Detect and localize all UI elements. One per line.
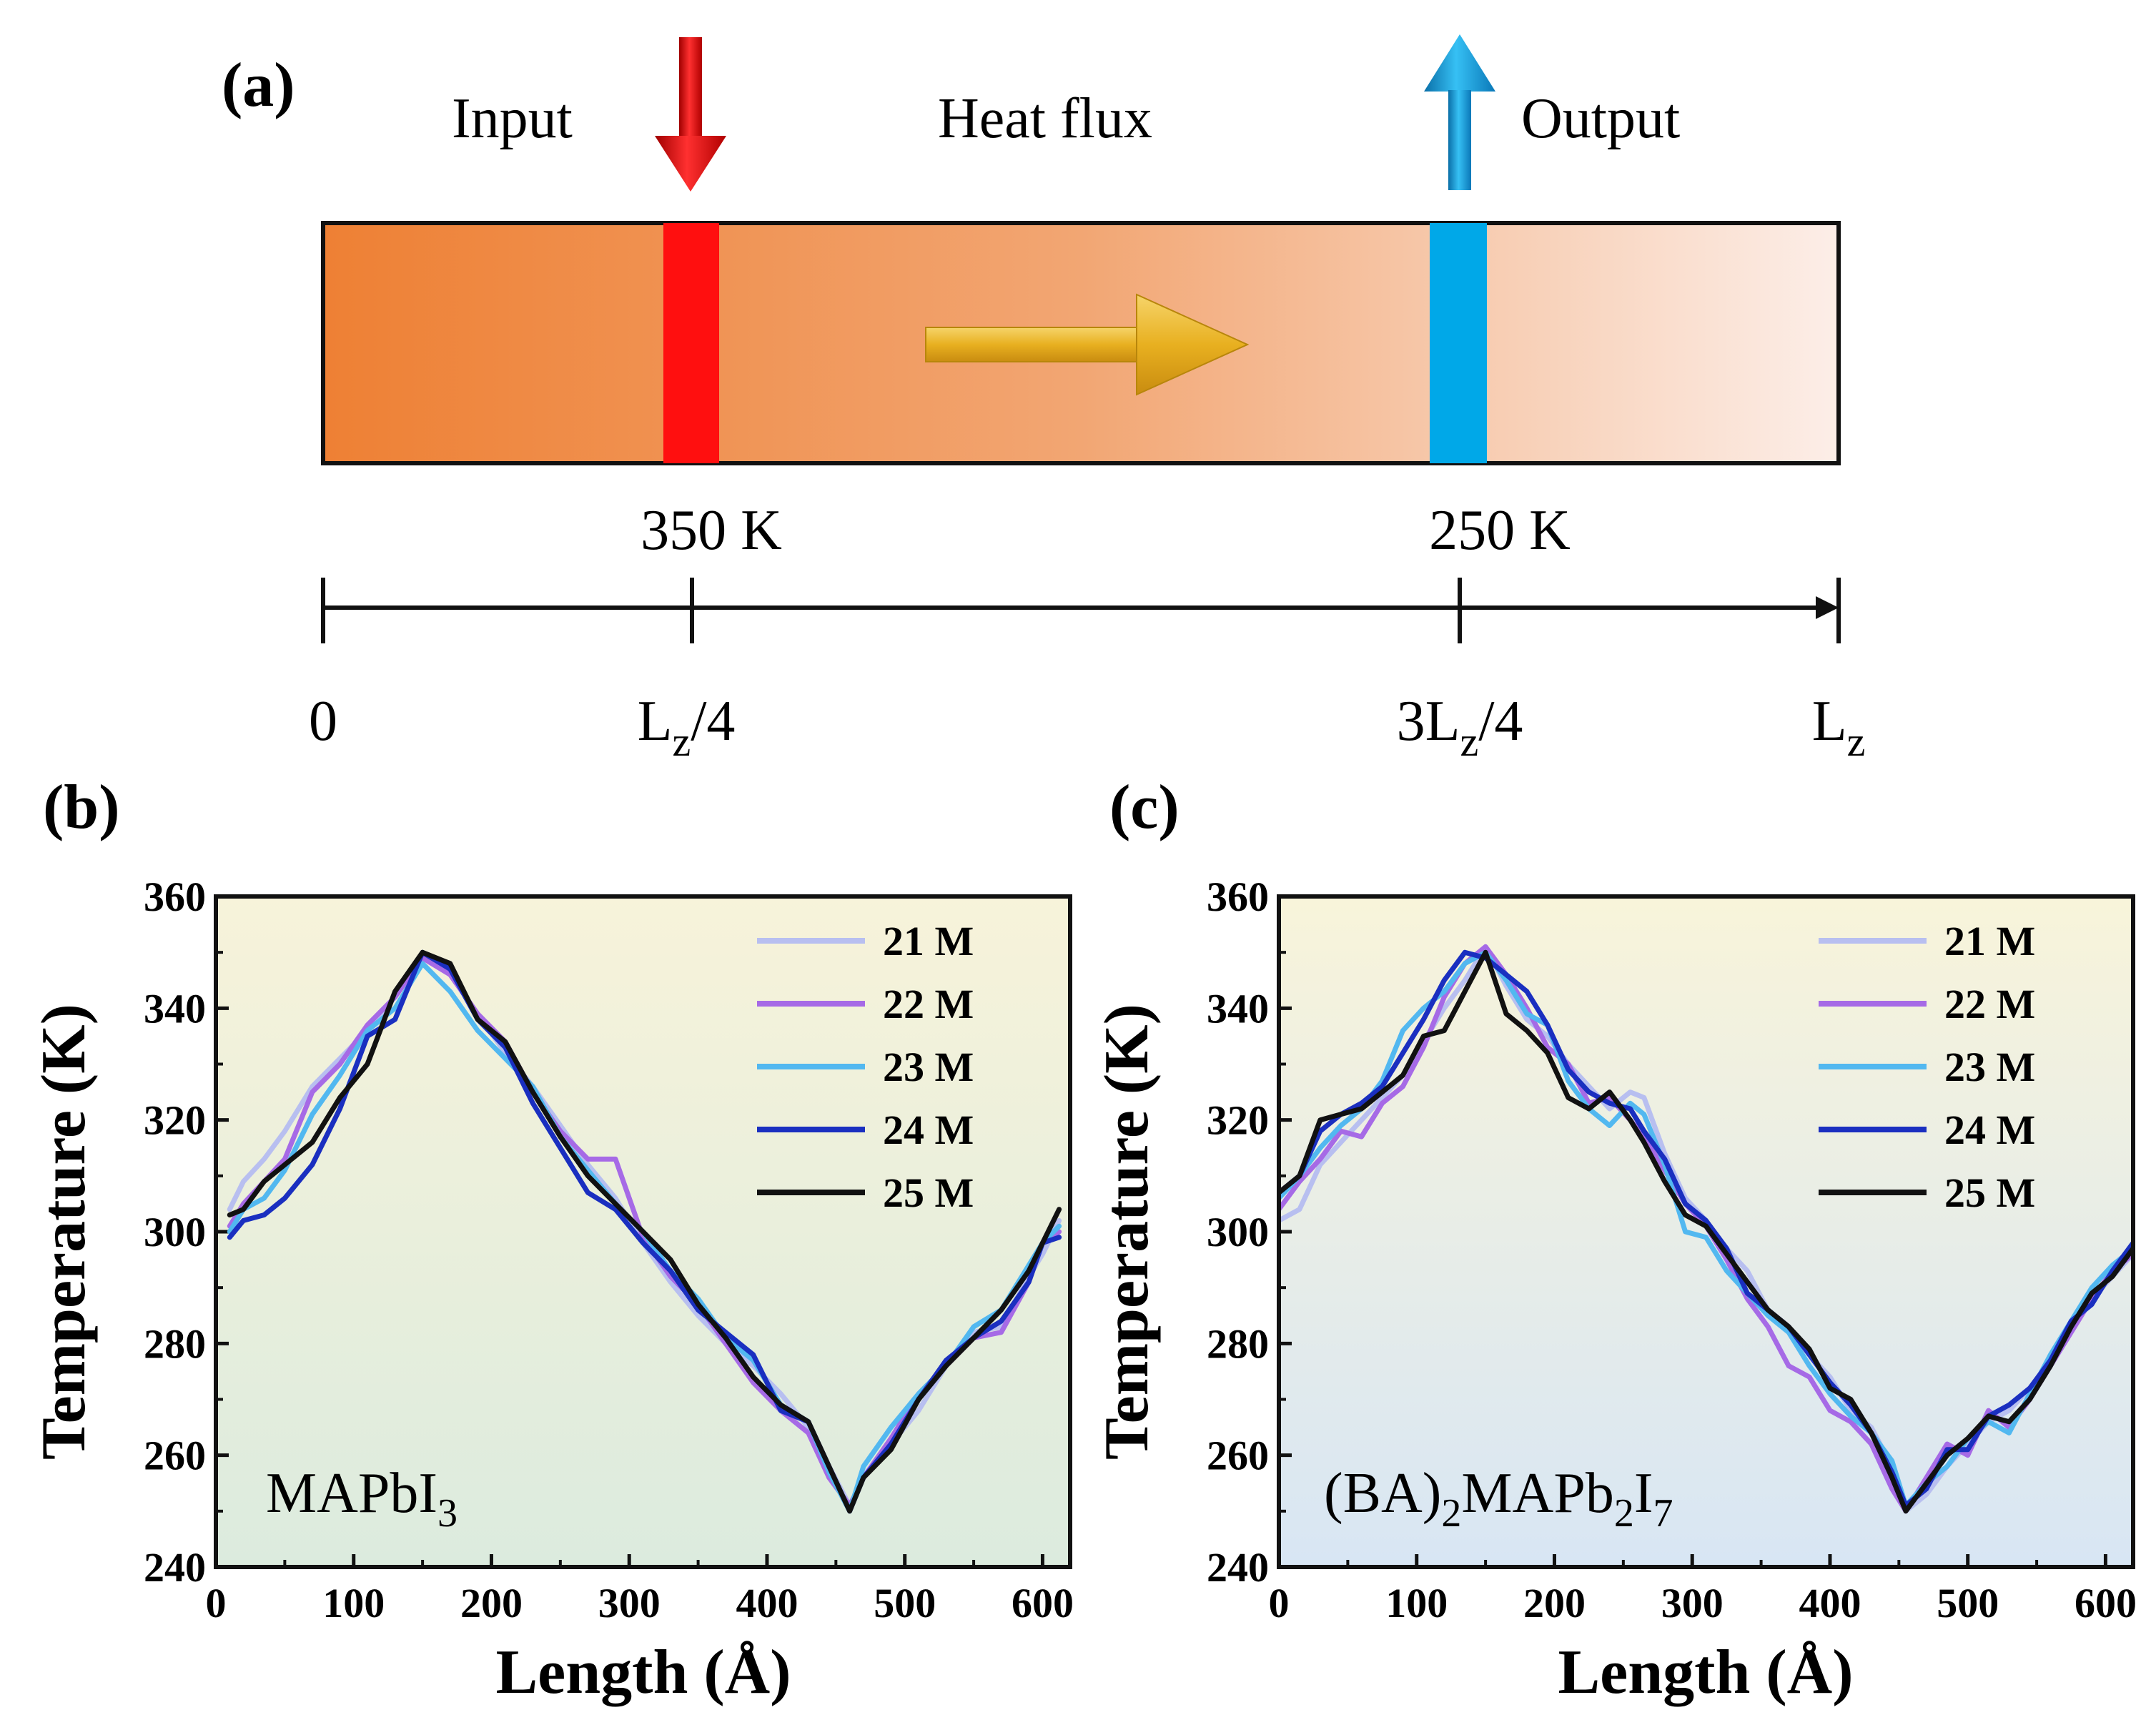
legend-c: 21 M 22 M 23 M 24 M 25 M [1819, 918, 2035, 1216]
annotation-c: (BA)2MAPb2I7 [1324, 1462, 1673, 1536]
output-arrow-icon [1424, 34, 1495, 190]
position-axis [321, 578, 1841, 643]
y-tick-label: 280 [144, 1320, 206, 1367]
y-axis-label-c: Temperature (K) [1092, 1004, 1162, 1460]
series-group-c [1279, 944, 2133, 1514]
axis-ticks-c: 0 100 200 300 400 500 600 240 260 280 300 320 340 360 [1207, 874, 2137, 1626]
panel-a-label: (a) [222, 51, 295, 120]
y-tick-label: 300 [144, 1209, 206, 1255]
chart-panel-c: (c) 0 100 200 300 400 500 600 240 260 280 300 320 34… [1092, 773, 2137, 1707]
output-label: Output [1521, 87, 1680, 150]
hot-temperature: 350 K [641, 499, 782, 562]
y-tick-label: 260 [144, 1433, 206, 1479]
x-tick-label: 0 [206, 1580, 227, 1626]
x-tick-label: 200 [1523, 1580, 1586, 1626]
legend-label: 21 M [883, 918, 974, 964]
tick-three-quarter: 3Lz/4 [1397, 690, 1523, 765]
series-line-25m [227, 949, 1062, 1514]
y-tick-label: 280 [1207, 1320, 1269, 1367]
x-tick-label: 100 [322, 1580, 385, 1626]
annotation-b: MAPbI3 [266, 1462, 458, 1536]
legend-label: 21 M [1944, 918, 2035, 964]
legend-b: 21 M 22 M 23 M 24 M 25 M [757, 918, 974, 1216]
input-arrow-icon [655, 37, 726, 192]
y-tick-label: 340 [144, 985, 206, 1032]
plot-frame [1277, 894, 2135, 1569]
legend-label: 25 M [883, 1170, 974, 1216]
x-tick-label: 300 [598, 1580, 661, 1626]
x-tick-label: 500 [874, 1580, 936, 1626]
hot-reservoir [663, 223, 719, 463]
y-axis-label-b: Temperature (K) [29, 1004, 99, 1460]
legend-label: 22 M [883, 981, 974, 1027]
legend-label: 23 M [883, 1044, 974, 1090]
cold-temperature: 250 K [1429, 499, 1571, 562]
series-group-b [227, 949, 1062, 1514]
cold-reservoir [1430, 223, 1487, 463]
y-tick-label: 260 [1207, 1433, 1269, 1479]
y-tick-label: 340 [1207, 985, 1269, 1032]
panel-c-label: (c) [1109, 773, 1180, 842]
panel-a-schematic: (a) Input Heat flux Output 350 K 250 K [222, 34, 1865, 765]
legend-label: 23 M [1944, 1044, 2035, 1090]
axis-arrowhead-icon [1816, 596, 1839, 619]
x-tick-label: 300 [1661, 1580, 1724, 1626]
y-tick-label: 240 [1207, 1544, 1269, 1591]
series-line-25m [1279, 949, 2133, 1514]
input-label: Input [452, 87, 573, 150]
x-tick-label: 500 [1937, 1580, 1999, 1626]
x-tick-label: 400 [1799, 1580, 1861, 1626]
chart-panel-b: (b) 0 100 200 300 400 500 600 240 260 280 300 320 34… [29, 773, 1074, 1707]
tick-lz: Lz [1812, 690, 1866, 765]
x-axis-label-c: Length (Å) [1558, 1638, 1853, 1707]
x-tick-label: 400 [736, 1580, 798, 1626]
legend-label: 25 M [1944, 1170, 2035, 1216]
legend-label: 24 M [1944, 1107, 2035, 1153]
y-tick-label: 320 [1207, 1097, 1269, 1144]
plot-frame [214, 894, 1072, 1569]
x-tick-label: 0 [1269, 1580, 1290, 1626]
heat-flux-arrow-icon [925, 293, 1250, 396]
y-tick-label: 360 [144, 874, 206, 920]
y-tick-label: 320 [144, 1097, 206, 1144]
heat-flux-label: Heat flux [938, 87, 1152, 150]
x-tick-label: 600 [1012, 1580, 1074, 1626]
x-tick-label: 200 [460, 1580, 523, 1626]
y-tick-label: 240 [144, 1544, 206, 1591]
legend-label: 24 M [883, 1107, 974, 1153]
x-axis-label-b: Length (Å) [495, 1638, 791, 1707]
x-tick-label: 100 [1385, 1580, 1448, 1626]
legend-label: 22 M [1944, 981, 2035, 1027]
panel-b-label: (b) [43, 773, 120, 842]
y-tick-label: 300 [1207, 1209, 1269, 1255]
y-tick-label: 360 [1207, 874, 1269, 920]
tick-zero: 0 [309, 690, 337, 753]
series-line-23m [1279, 949, 2133, 1508]
x-tick-label: 600 [2075, 1580, 2137, 1626]
tick-quarter: Lz/4 [638, 690, 736, 765]
